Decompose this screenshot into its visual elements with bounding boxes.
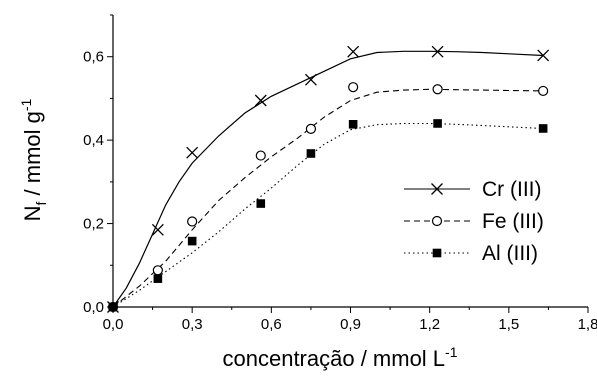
data-point-circle [348, 82, 359, 93]
series-line [112, 50, 544, 308]
legend-label: Al (III) [482, 242, 538, 265]
x-tick-label: 0,6 [261, 316, 282, 333]
data-point-square [153, 274, 163, 283]
data-point-cross [537, 49, 550, 62]
x-tick-label: 0,3 [182, 316, 203, 333]
legend-label: Cr (III) [482, 178, 541, 201]
data-point-circle [255, 150, 266, 161]
data-point-square [256, 199, 266, 208]
data-point-circle [538, 85, 549, 97]
data-point-circle [152, 265, 163, 276]
y-axis-label: Nf / mmol g-1 [18, 98, 49, 221]
data-point-circle [432, 84, 443, 95]
data-point-cross [431, 183, 443, 195]
data-point-square [433, 119, 442, 128]
x-tick-label: 1,5 [498, 316, 519, 333]
data-point-circle [305, 123, 317, 134]
data-point-square [348, 119, 358, 129]
x-tick-label: 1,2 [419, 316, 440, 333]
data-point-square [187, 236, 197, 246]
legend: Cr (III) Fe (III) Al (III) [404, 178, 544, 265]
x-tick-label: 0,0 [103, 316, 124, 333]
x-axis-label: concentração / mmol L-1 [223, 344, 458, 371]
y-tick-label: 0,4 [83, 132, 104, 149]
data-point-cross [186, 146, 199, 159]
data-point-cross [254, 94, 267, 107]
data-point-cross [347, 45, 360, 58]
y-tick-label: 0,0 [83, 299, 104, 316]
data-point-square [306, 149, 316, 158]
y-tick-label: 0,2 [83, 216, 104, 233]
series-line [112, 88, 544, 308]
chart-markers [107, 45, 550, 313]
data-point-cross [304, 73, 317, 86]
series-line [112, 122, 544, 308]
data-point-circle [187, 216, 198, 227]
y-tick-label: 0,6 [83, 49, 104, 66]
legend-label: Fe (III) [482, 210, 544, 233]
x-tick-label: 0,9 [340, 316, 361, 333]
data-point-circle [431, 215, 443, 227]
data-point-cross [431, 45, 444, 58]
chart-curves [112, 50, 544, 308]
data-point-square [538, 124, 548, 133]
data-point-square [432, 248, 442, 258]
data-point-square [108, 302, 118, 312]
data-point-cross [151, 223, 164, 236]
x-tick-label: 1,8 [578, 316, 597, 333]
chart-ticks: 0,0 0,3 0,6 0,9 1,2 1,5 1,8 0,0 0,2 0,4 0,6 [83, 14, 597, 333]
